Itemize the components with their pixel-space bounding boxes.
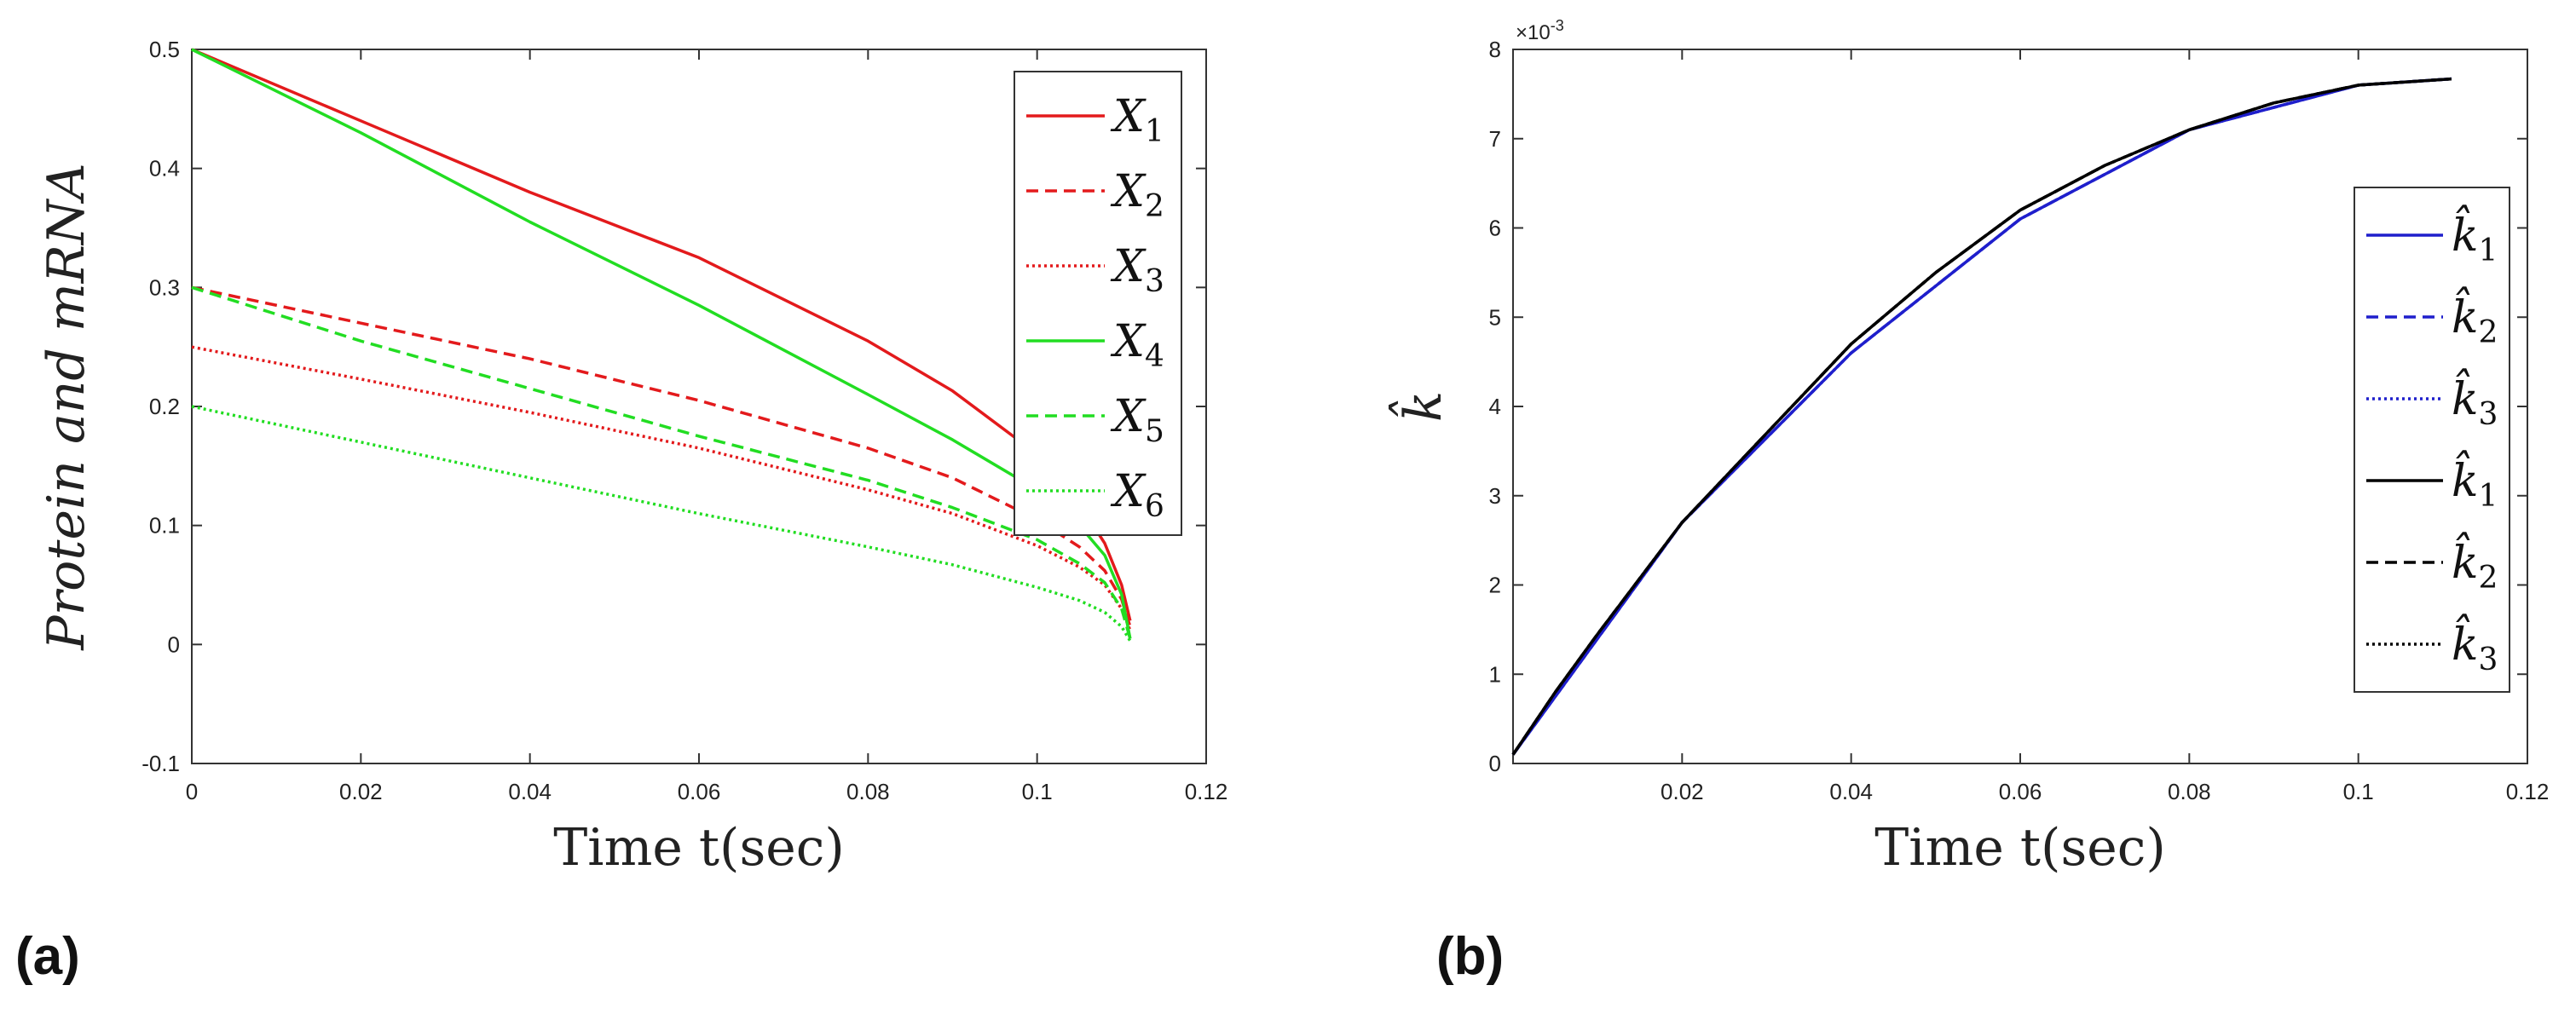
chart-a-y-tick-label: 0.1 bbox=[149, 513, 180, 539]
chart-a-series-line-1 bbox=[191, 48, 1132, 621]
chart-b-x-tick-label: 0.08 bbox=[2168, 779, 2211, 804]
chart-b-x-tick-label: 0.02 bbox=[1661, 779, 1704, 804]
chart-a-x-tick-label: 0.08 bbox=[846, 779, 890, 804]
chart-b-y-axis-label: k̂ bbox=[1389, 391, 1453, 422]
chart-a-legend-box bbox=[1014, 71, 1182, 536]
chart-a-series-line-3 bbox=[191, 345, 1132, 631]
chart-a-series-line-4 bbox=[191, 48, 1132, 639]
chart-b-y-tick-label: 0 bbox=[1489, 751, 1501, 776]
chart-a-y-tick-label: -0.1 bbox=[142, 751, 180, 776]
chart-b-x-tick-label: 0.1 bbox=[2343, 779, 2374, 804]
chart-a-y-tick-label: 0.5 bbox=[149, 37, 180, 62]
chart-a-y-tick-label: 0.3 bbox=[149, 274, 180, 300]
chart-b-x-axis-label: Time t(sec) bbox=[1874, 818, 2166, 878]
chart-b-y-tick-label: 5 bbox=[1489, 304, 1501, 330]
chart-b-y-exponent: ×10-3 bbox=[1516, 17, 1564, 44]
chart-a-x-tick-label: 0.1 bbox=[1022, 779, 1053, 804]
chart-b-legend-label-1: k̂1 bbox=[2452, 205, 2498, 268]
chart-a-y-tick-label: 0.2 bbox=[149, 394, 180, 419]
chart-a-legend-label-2: X2 bbox=[1110, 166, 1164, 224]
chart-a-series-line-2 bbox=[191, 285, 1132, 627]
panel-label-b: (b) bbox=[1436, 927, 1504, 986]
chart-a-legend-label-6: X6 bbox=[1110, 466, 1164, 524]
chart-a-y-tick-label: 0 bbox=[168, 631, 180, 657]
chart-b-legend-label-5: k̂2 bbox=[2452, 533, 2498, 596]
chart-a-x-tick-label: 0.12 bbox=[1185, 779, 1228, 804]
chart-b-x-tick-label: 0.06 bbox=[1999, 779, 2042, 804]
chart-b-y-tick-label: 2 bbox=[1489, 573, 1501, 598]
chart-a-x-tick-label: 0.04 bbox=[508, 779, 552, 804]
chart-a-x-tick-label: 0.02 bbox=[339, 779, 383, 804]
chart-b-legend-label-6: k̂3 bbox=[2452, 614, 2498, 677]
chart-b-y-tick-label: 1 bbox=[1489, 661, 1501, 687]
chart-a-series-line-5 bbox=[191, 285, 1132, 639]
chart-b-legend-label-2: k̂2 bbox=[2452, 287, 2498, 350]
chart-b: 0.02 0.04 0.06 0.08 0.1 0.12 0 1 2 3 4 5 6 7 8 k̂1 k̂2 k… bbox=[1389, 17, 2549, 986]
chart-b-legend-box bbox=[2354, 187, 2510, 693]
chart-b-legend-label-4: k̂1 bbox=[2452, 451, 2498, 514]
chart-b-y-tick-label: 4 bbox=[1489, 394, 1501, 419]
panel-label-a: (a) bbox=[15, 927, 80, 986]
chart-a-x-tick-label: 0.06 bbox=[678, 779, 721, 804]
chart-a-legend-label-1: X1 bbox=[1110, 91, 1164, 149]
chart-b-x-tick-label: 0.12 bbox=[2506, 779, 2550, 804]
chart-a-x-tick-label: 0 bbox=[186, 779, 198, 804]
chart-a-series-line-6 bbox=[191, 405, 1132, 642]
chart-b-y-tick-label: 3 bbox=[1489, 483, 1501, 509]
chart-a-legend-label-4: X4 bbox=[1110, 316, 1164, 374]
chart-b-x-tick-label: 0.04 bbox=[1829, 779, 1873, 804]
chart-b-y-tick-label: 6 bbox=[1489, 216, 1501, 241]
chart-b-y-tick-label: 7 bbox=[1489, 126, 1501, 152]
chart-b-legend-label-3: k̂3 bbox=[2452, 369, 2498, 432]
chart-a-y-axis-label: Protein and mRNA bbox=[37, 163, 96, 651]
chart-a-legend-label-3: X3 bbox=[1110, 241, 1164, 299]
chart-a-y-tick-label: 0.4 bbox=[149, 156, 180, 181]
chart-b-series-line-5 bbox=[1511, 77, 2452, 756]
chart-a-legend-label-5: X5 bbox=[1110, 391, 1164, 449]
chart-a: 0 0.02 0.04 0.06 0.08 0.1 0.12-0.100.10.20.30.… bbox=[15, 37, 1227, 986]
chart-b-y-tick-label: 8 bbox=[1489, 37, 1501, 62]
chart-a-x-axis-label: Time t(sec) bbox=[553, 818, 845, 878]
